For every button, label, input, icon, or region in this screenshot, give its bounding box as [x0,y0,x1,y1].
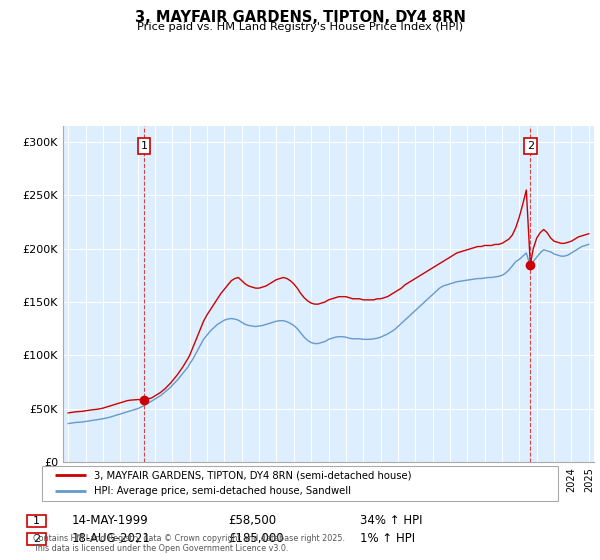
Text: 3, MAYFAIR GARDENS, TIPTON, DY4 8RN (semi-detached house): 3, MAYFAIR GARDENS, TIPTON, DY4 8RN (sem… [94,470,411,480]
Text: Price paid vs. HM Land Registry's House Price Index (HPI): Price paid vs. HM Land Registry's House … [137,22,463,32]
Text: 34% ↑ HPI: 34% ↑ HPI [360,514,422,528]
Text: 1: 1 [140,141,148,151]
Text: Contains HM Land Registry data © Crown copyright and database right 2025.
This d: Contains HM Land Registry data © Crown c… [33,534,345,553]
FancyBboxPatch shape [42,466,558,501]
Text: 18-AUG-2021: 18-AUG-2021 [72,532,151,545]
Text: 3, MAYFAIR GARDENS, TIPTON, DY4 8RN: 3, MAYFAIR GARDENS, TIPTON, DY4 8RN [134,10,466,25]
Text: 2: 2 [527,141,534,151]
Text: 1% ↑ HPI: 1% ↑ HPI [360,532,415,545]
Text: 2: 2 [33,534,40,544]
Text: 14-MAY-1999: 14-MAY-1999 [72,514,149,528]
Text: £185,000: £185,000 [228,532,284,545]
Text: £58,500: £58,500 [228,514,276,528]
Text: 1: 1 [33,516,40,526]
Text: HPI: Average price, semi-detached house, Sandwell: HPI: Average price, semi-detached house,… [94,487,350,497]
